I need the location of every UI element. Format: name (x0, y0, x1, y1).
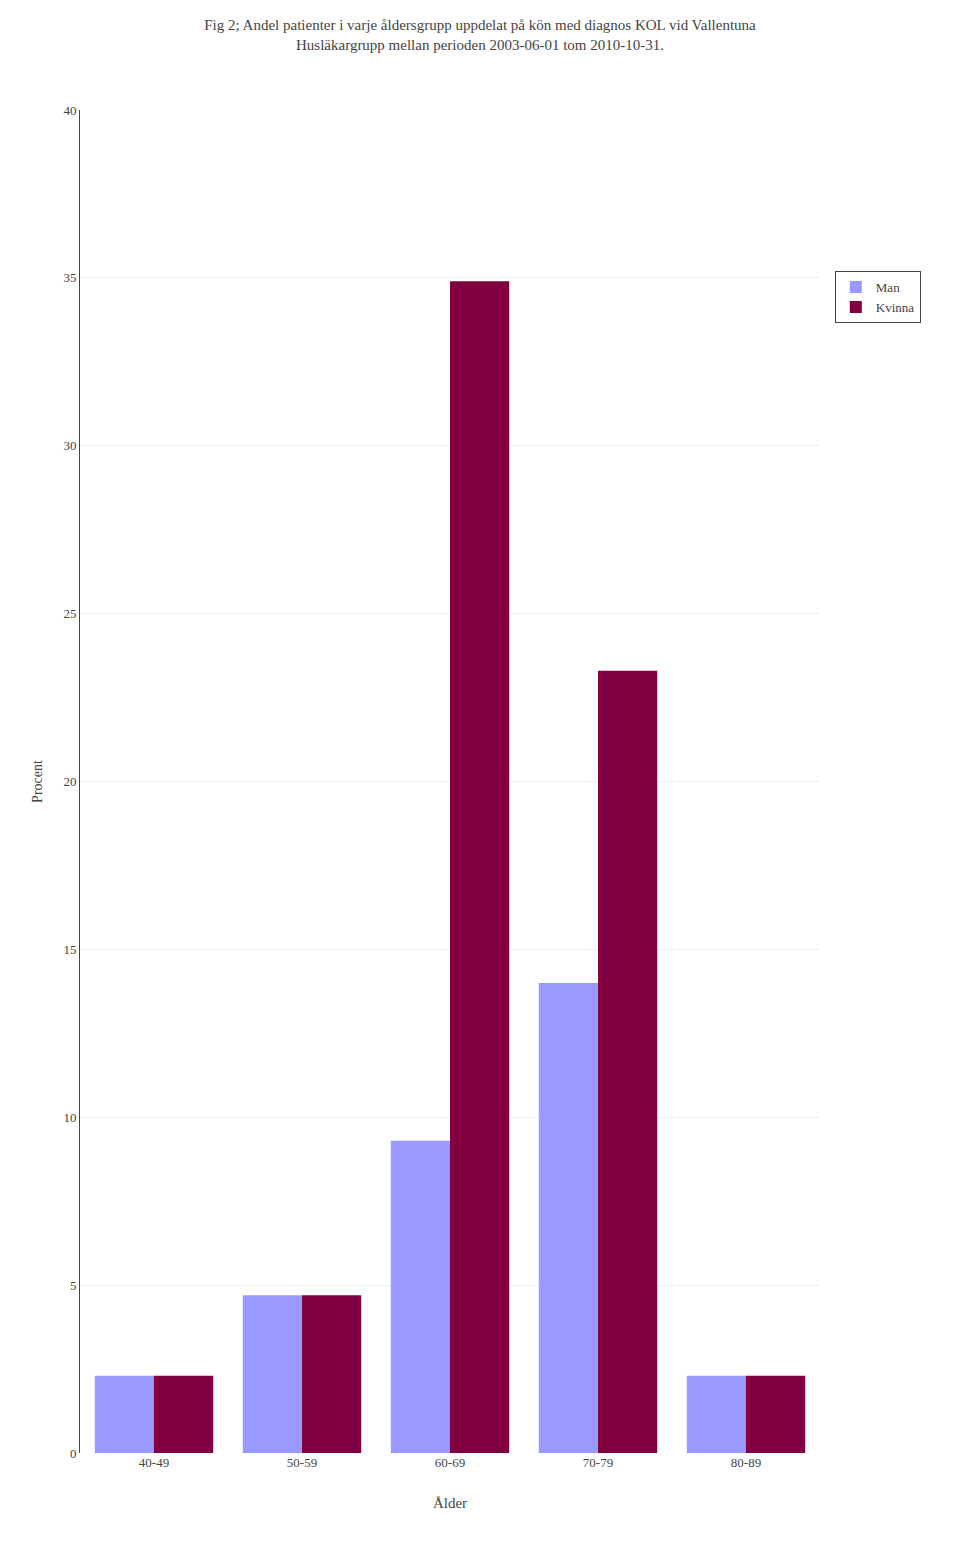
svg-text:Ålder: Ålder (433, 1495, 467, 1511)
svg-text:Man: Man (876, 280, 900, 295)
svg-text:5: 5 (70, 1278, 77, 1293)
svg-text:30: 30 (63, 438, 76, 453)
svg-text:0: 0 (70, 1446, 77, 1461)
svg-text:15: 15 (63, 942, 76, 957)
svg-text:20: 20 (63, 774, 76, 789)
svg-text:10: 10 (63, 1110, 76, 1125)
svg-text:60-69: 60-69 (435, 1455, 465, 1470)
svg-text:80-89: 80-89 (731, 1455, 761, 1470)
svg-text:40-49: 40-49 (139, 1455, 169, 1470)
svg-text:25: 25 (63, 606, 76, 621)
svg-text:40: 40 (63, 103, 76, 118)
svg-text:50-59: 50-59 (287, 1455, 317, 1470)
svg-text:70-79: 70-79 (583, 1455, 613, 1470)
svg-text:35: 35 (63, 270, 76, 285)
svg-text:Fig 2; Andel patienter i varje: Fig 2; Andel patienter i varje åldersgru… (204, 17, 756, 53)
svg-text:Kvinna: Kvinna (876, 300, 915, 315)
svg-text:Procent: Procent (30, 760, 45, 803)
